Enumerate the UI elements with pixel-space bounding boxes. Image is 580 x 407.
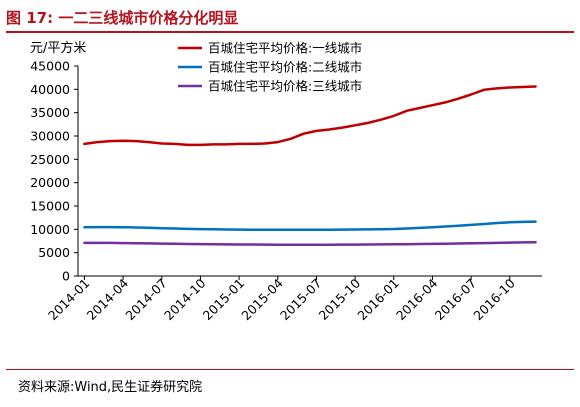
legend-label-2: 百城住宅平均价格:二线城市 <box>208 60 362 75</box>
x-tick-label: 2015-07 <box>277 276 325 324</box>
x-tick-label: 2014-07 <box>122 276 170 324</box>
chart-axes <box>77 66 542 277</box>
series-lines <box>83 85 537 246</box>
source-divider <box>6 369 574 370</box>
y-tick-label: 5000 <box>38 245 70 260</box>
y-tick-label: 40000 <box>30 82 70 97</box>
y-axis-ticks: 0 5000 10000 15000 20000 25000 30000 35000 40000… <box>30 59 78 284</box>
y-tick-label: 25000 <box>30 152 70 167</box>
x-tick-label: 2016-04 <box>393 275 441 323</box>
x-axis-ticks: 2014-012014-042014-072014-102015-012015-… <box>45 275 518 323</box>
series-line-2 <box>83 220 537 232</box>
y-tick-label: 30000 <box>30 129 70 144</box>
x-tick-label: 2016-07 <box>432 276 480 324</box>
x-tick-label: 2014-04 <box>84 275 132 323</box>
line-chart: 元/平方米 0 5000 10000 15000 20000 25000 30000 3500… <box>30 40 542 323</box>
legend-label-3: 百城住宅平均价格:三线城市 <box>208 79 362 94</box>
y-tick-label: 35000 <box>30 105 70 120</box>
y-tick-label: 45000 <box>30 59 70 74</box>
y-tick-label: 0 <box>62 269 70 284</box>
x-tick-label: 2016-01 <box>354 276 402 324</box>
series-line-1 <box>83 85 537 147</box>
x-tick-label: 2016-10 <box>470 275 518 323</box>
x-tick-label: 2015-04 <box>238 275 286 323</box>
x-tick-label: 2015-10 <box>316 275 364 323</box>
source-note: 资料来源:Wind,民生证券研究院 <box>18 380 203 395</box>
y-tick-label: 10000 <box>30 222 70 237</box>
x-tick-label: 2015-01 <box>200 276 248 324</box>
y-axis-label: 元/平方米 <box>30 40 86 56</box>
series-line-3 <box>83 240 537 246</box>
figure-title: 图 17: 一二三线城市价格分化明显 <box>6 9 239 27</box>
title-divider <box>6 31 574 33</box>
x-tick-label: 2014-10 <box>161 275 209 323</box>
y-tick-label: 20000 <box>30 175 70 190</box>
y-tick-label: 15000 <box>30 199 70 214</box>
legend-label-1: 百城住宅平均价格:一线城市 <box>208 41 362 56</box>
